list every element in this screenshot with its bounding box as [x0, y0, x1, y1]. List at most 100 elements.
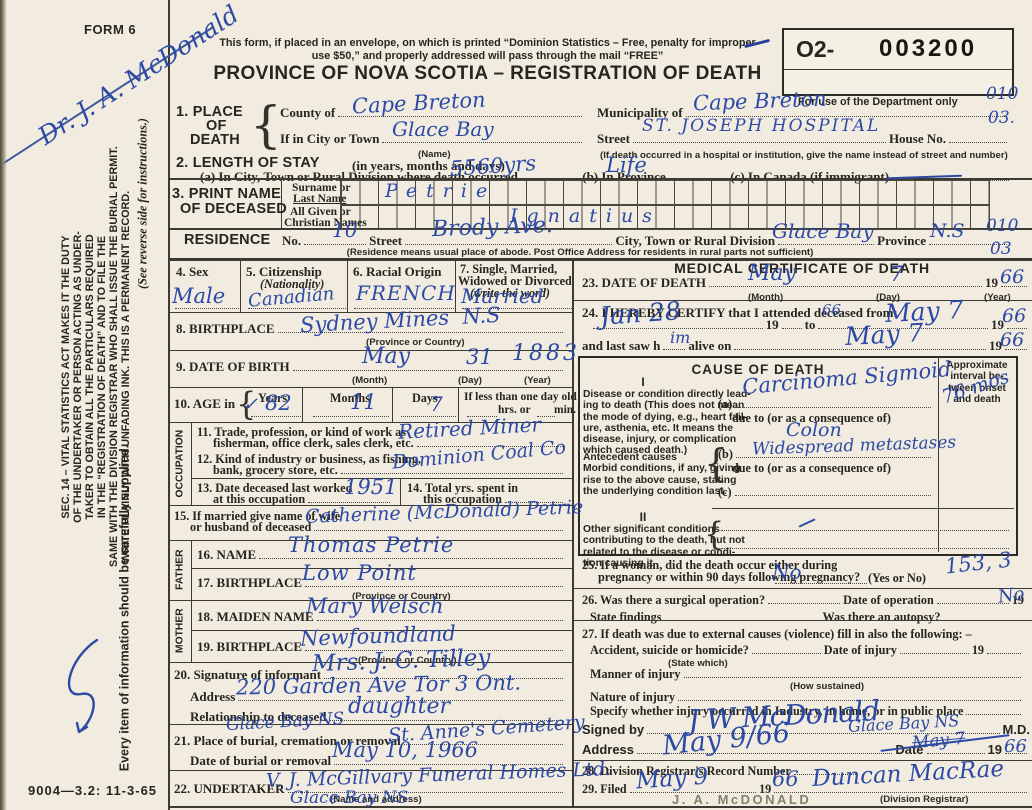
- mother-birthplace-value: Newfoundland: [299, 621, 457, 651]
- cause-b-line: (b): [718, 448, 934, 460]
- dept-number-prefix: O2-: [796, 36, 835, 62]
- residence-street-value: Brody Ave.: [431, 212, 554, 243]
- cause-part2-label: II: [639, 510, 647, 524]
- death-year-sub: (Year): [984, 292, 1011, 303]
- racial-origin-label: 6. Racial Origin: [353, 264, 442, 279]
- burial-date-line: Date of burial or removal: [190, 754, 566, 767]
- death-month-sub: (Month): [748, 292, 784, 303]
- print-name-label-1: 3. PRINT NAME: [172, 186, 281, 202]
- ink-scribble: [67, 638, 99, 734]
- residence-city-value: Glace Bay: [772, 219, 874, 243]
- mail-note-line2: use $50,” and properly addressed will pa…: [311, 50, 664, 62]
- dept-box-caption: For use of the Department only: [798, 96, 958, 108]
- birthplace-line: 8. BIRTHPLACE: [176, 322, 566, 335]
- age-label: 10. AGE in: [174, 396, 236, 411]
- place-label-1: 1. PLACE: [176, 104, 243, 120]
- death-month-value: May: [748, 261, 797, 286]
- record-number-line: 28. Division Registrar's Record Number: [582, 765, 884, 777]
- birth-date-line: 9. DATE OF BIRTH: [176, 360, 566, 373]
- age-months-label: Months: [330, 391, 370, 405]
- surname-label-1: Surname or: [292, 182, 351, 194]
- undertaker-line: 22. UNDERTAKER: [174, 782, 566, 795]
- form-footer-code: 9004—3.2: 11-3-65: [28, 783, 158, 798]
- filed-line: 29. Filed 19: [582, 783, 1030, 795]
- age-less-label: If less than one day old: [464, 391, 577, 403]
- residence-note: (Residence means usual place of abode. P…: [346, 247, 814, 258]
- place-brace: [250, 100, 282, 150]
- accident-line: Accident, suicide or homicide? Date of i…: [590, 644, 1024, 656]
- age-days-value: 7: [430, 392, 443, 416]
- age-years-value: 82: [265, 391, 292, 415]
- pregnancy-value: No: [772, 560, 802, 584]
- certify-from-line: 19 to 19: [590, 318, 1030, 331]
- last-saw-fill: im: [670, 328, 691, 347]
- nature-line: Nature of injury: [590, 691, 1024, 703]
- trade-label-1: 11. Trade, profession, or kind of work a…: [197, 425, 407, 439]
- relationship-line: Relationship to deceased: [190, 710, 566, 723]
- last-worked-label-1: 13. Date deceased last worked: [197, 481, 353, 495]
- citizenship-label: 5. Citizenship: [246, 264, 322, 279]
- birth-year-value: 1883: [512, 341, 580, 366]
- informant-address-line: Address: [190, 690, 566, 703]
- external-label: 27. If death was due to external causes …: [582, 627, 972, 641]
- father-name-line: 16. NAME: [197, 548, 566, 561]
- spouse-line: or husband of deceased: [190, 521, 566, 533]
- place-label-3: DEATH: [190, 132, 240, 148]
- last-worked-value: 1951: [344, 475, 398, 499]
- department-number-box: O2- 003200: [782, 28, 1014, 96]
- occupation-side-label: OCCUPATION: [174, 429, 186, 498]
- cause-b-value-1: Colon: [786, 419, 842, 441]
- industry-label-1: 12. Kind of industry or business, as fis…: [197, 452, 421, 466]
- code-03-residence: 03: [990, 239, 1012, 259]
- surname-letter-boxes: [340, 180, 990, 205]
- surname-label-2: Last Name: [293, 193, 347, 205]
- residence-no-value: 10: [332, 218, 358, 242]
- given-label-1: All Given or: [290, 206, 351, 218]
- county-line: County of: [280, 106, 585, 119]
- cause-part1-label: I: [641, 375, 645, 389]
- spouse-label-1: 15. If married give name of wife: [174, 509, 341, 523]
- father-birthplace-sub: (Province or Country): [352, 591, 451, 602]
- father-side-label: FATHER: [174, 549, 186, 590]
- code-010-residence: 010: [986, 216, 1019, 236]
- father-birthplace-line: 17. BIRTHPLACE: [197, 576, 566, 589]
- undertaker-place-value: Glace Bay NS: [290, 788, 409, 808]
- pregnancy-code-value: 153, 3: [943, 547, 1013, 579]
- last-worked-line: at this occupation: [213, 493, 393, 505]
- form-number: FORM 6: [84, 22, 137, 37]
- municipality-value: Cape Breton: [692, 86, 828, 116]
- birth-year-sub: (Year): [524, 375, 551, 386]
- given-name-letter-boxes: [340, 205, 990, 230]
- marital-sub: (write the word): [470, 286, 550, 300]
- burial-line: 21. Place of burial, cremation or remova…: [174, 734, 566, 747]
- surname-value: Petrie: [385, 180, 497, 202]
- residence-province-value: N.S: [930, 220, 965, 242]
- certify-from-value: Jan 28: [599, 296, 682, 331]
- marital-label-2: Widowed or Divorced: [458, 274, 572, 288]
- pregnancy-yes-no-label: (Yes or No): [868, 571, 926, 585]
- certify-from-year: 66: [822, 301, 842, 319]
- industry-line: bank, grocery store, etc.: [213, 464, 566, 476]
- mother-maiden-line: 18. MAIDEN NAME: [197, 610, 566, 623]
- filed-date-value: May 9: [635, 763, 709, 795]
- marital-value: Married: [461, 284, 544, 308]
- operation-value: No: [996, 583, 1026, 608]
- certify-label: 24. I HEREBY CERTIFY that I attended dec…: [582, 305, 898, 320]
- hospital-note: (If death occurred in a hospital or inst…: [600, 150, 1008, 161]
- sex-label: 4. Sex: [176, 264, 209, 279]
- stay-line: (a) In City, Town or Rural Division wher…: [200, 170, 1012, 183]
- code-03-top: 03.: [988, 108, 1016, 128]
- undertaker-sub: (Name and address): [330, 794, 422, 805]
- age-years-label: Years: [258, 391, 288, 405]
- mother-maiden-value: Mary Welsch: [306, 594, 444, 618]
- street-line: Street House No.: [597, 132, 1010, 145]
- cause-of-death-box: [578, 356, 1018, 556]
- interval-header: Approximate interval be- tween onset and…: [946, 360, 1008, 405]
- residence-line: No. Street City, Town or Rural Division …: [282, 234, 1010, 247]
- mail-note-line1: This form, if placed in an envelope, on …: [219, 37, 756, 49]
- operation-line: 26. Was there a surgical operation? Date…: [582, 593, 1025, 607]
- informant-line: 20. Signature of informant: [174, 668, 566, 681]
- place-label-2: OF: [206, 118, 227, 134]
- cause-title: CAUSE OF DEATH: [691, 362, 825, 377]
